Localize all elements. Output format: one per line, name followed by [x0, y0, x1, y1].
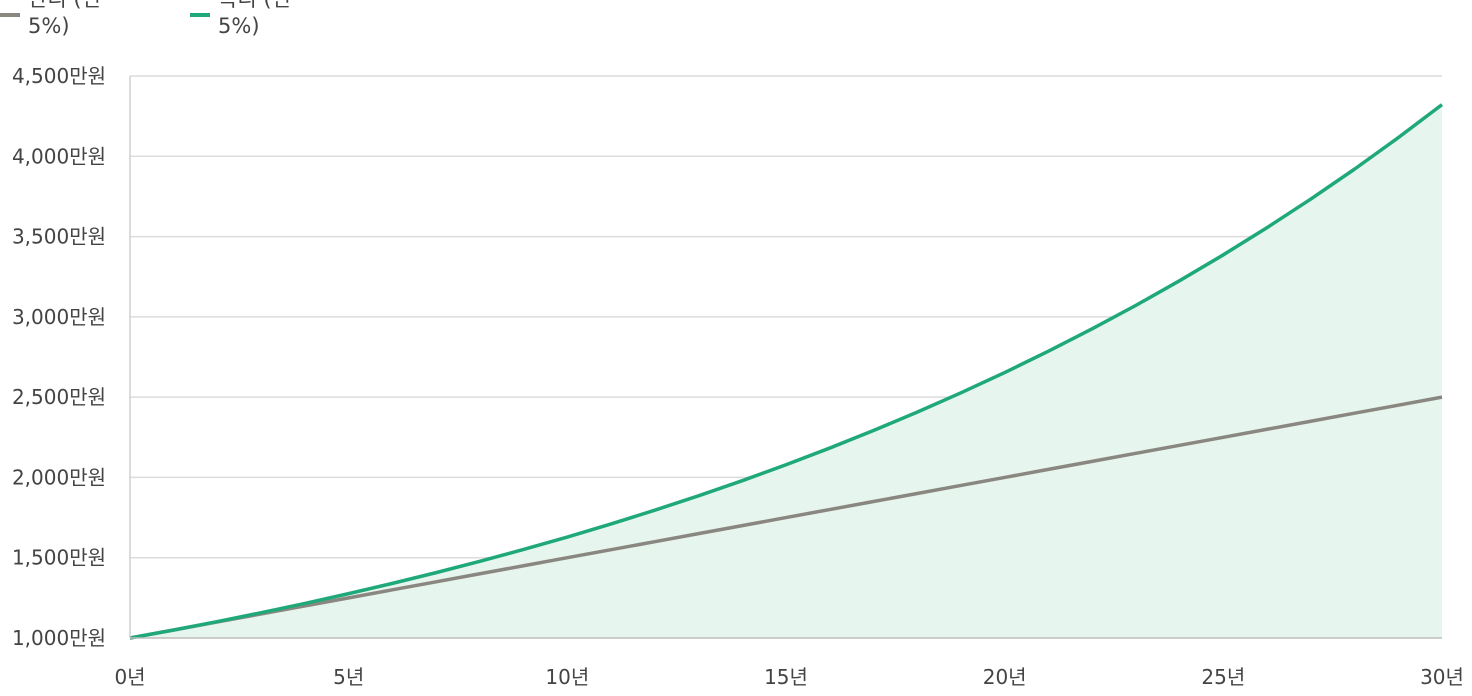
y-tick-label-3000: 3,000만원: [12, 305, 106, 329]
x-tick-label-10: 10년: [545, 665, 589, 689]
area-between-series: [130, 104, 1442, 639]
y-tick-label-1500: 1,500만원: [12, 546, 106, 570]
legend-label-simple: 단리 (연5%): [28, 0, 101, 38]
series-line-compound: [129, 103, 1444, 640]
axes: [129, 76, 1442, 639]
y-tick-label-3500: 3,500만원: [12, 225, 106, 249]
grid-lines: [130, 75, 1442, 559]
y-axis-tick-labels: 1,000만원 1,500만원 2,000만원 2,500만원 3,000만원 3,500…: [12, 64, 106, 650]
y-tick-label-1000: 1,000만원: [12, 626, 106, 650]
series-line-simple: [129, 395, 1443, 640]
legend-label-compound: 복리 (연5%): [218, 0, 291, 38]
x-tick-label-5: 5년: [333, 665, 364, 689]
x-tick-label-0: 0년: [114, 665, 145, 689]
series-layer: [129, 103, 1444, 640]
y-tick-label-2500: 2,500만원: [12, 385, 106, 409]
x-tick-label-20: 20년: [983, 665, 1027, 689]
x-tick-label-25: 25년: [1201, 665, 1245, 689]
x-axis-tick-labels: 0년 5년 10년 15년 20년 25년 30년: [114, 665, 1463, 689]
x-tick-label-15: 15년: [764, 665, 808, 689]
legend: 단리 (연5%) 복리 (연5%): [0, 0, 291, 38]
legend-swatch-simple: [0, 13, 20, 17]
y-tick-label-4000: 4,000만원: [12, 144, 106, 168]
x-tick-label-30: 30년: [1420, 665, 1464, 689]
y-tick-label-4500: 4,500만원: [12, 64, 106, 88]
legend-swatch-compound: [190, 13, 210, 17]
y-tick-label-2000: 2,000만원: [12, 465, 106, 489]
